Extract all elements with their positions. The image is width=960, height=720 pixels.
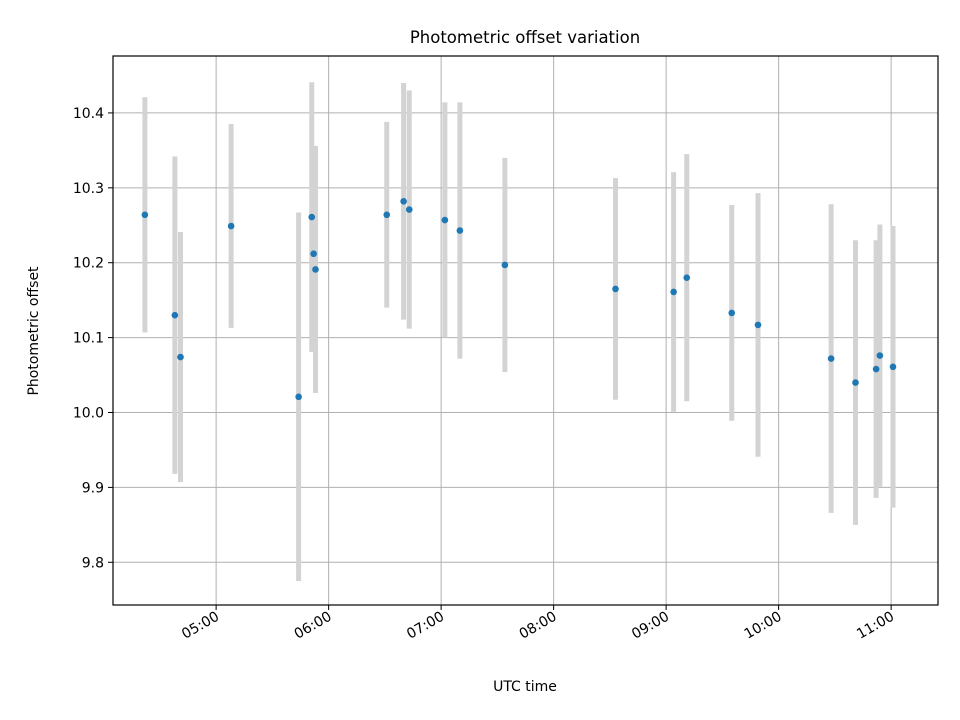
data-point	[827, 355, 835, 362]
chart-title: Photometric offset variation	[410, 28, 640, 47]
y-tick-label: 10.3	[73, 181, 104, 197]
data-point	[889, 363, 897, 371]
data-point	[141, 211, 149, 219]
y-tick-label: 10.1	[73, 331, 104, 347]
x-axis-label: UTC time	[493, 679, 557, 695]
data-point	[670, 288, 677, 296]
y-axis-label: Photometric offset	[26, 266, 42, 396]
y-tick-label: 9.8	[82, 555, 104, 571]
data-point	[177, 353, 184, 361]
data-point	[612, 285, 619, 293]
data-points	[141, 198, 897, 401]
data-point	[872, 365, 880, 373]
data-point	[405, 206, 413, 213]
data-point	[310, 250, 317, 258]
data-point	[852, 379, 859, 386]
plot-frame	[112, 55, 939, 606]
y-tick-label: 10.0	[73, 406, 104, 422]
data-point	[683, 274, 691, 281]
data-point	[456, 227, 464, 234]
grid-lines	[113, 56, 938, 605]
data-point	[876, 352, 884, 359]
data-point	[295, 393, 302, 401]
plot-area	[113, 56, 938, 605]
data-point	[308, 213, 316, 221]
data-point	[441, 216, 449, 224]
data-point	[754, 321, 762, 329]
data-point	[501, 261, 509, 269]
data-point	[383, 211, 391, 219]
data-point	[400, 198, 407, 205]
data-point	[728, 309, 736, 317]
y-tick-label: 9.9	[82, 480, 104, 496]
data-point	[312, 266, 319, 273]
y-tick-label: 10.2	[73, 256, 104, 272]
y-tick-label: 10.4	[73, 106, 104, 122]
data-point	[227, 222, 235, 230]
data-point	[171, 311, 179, 319]
